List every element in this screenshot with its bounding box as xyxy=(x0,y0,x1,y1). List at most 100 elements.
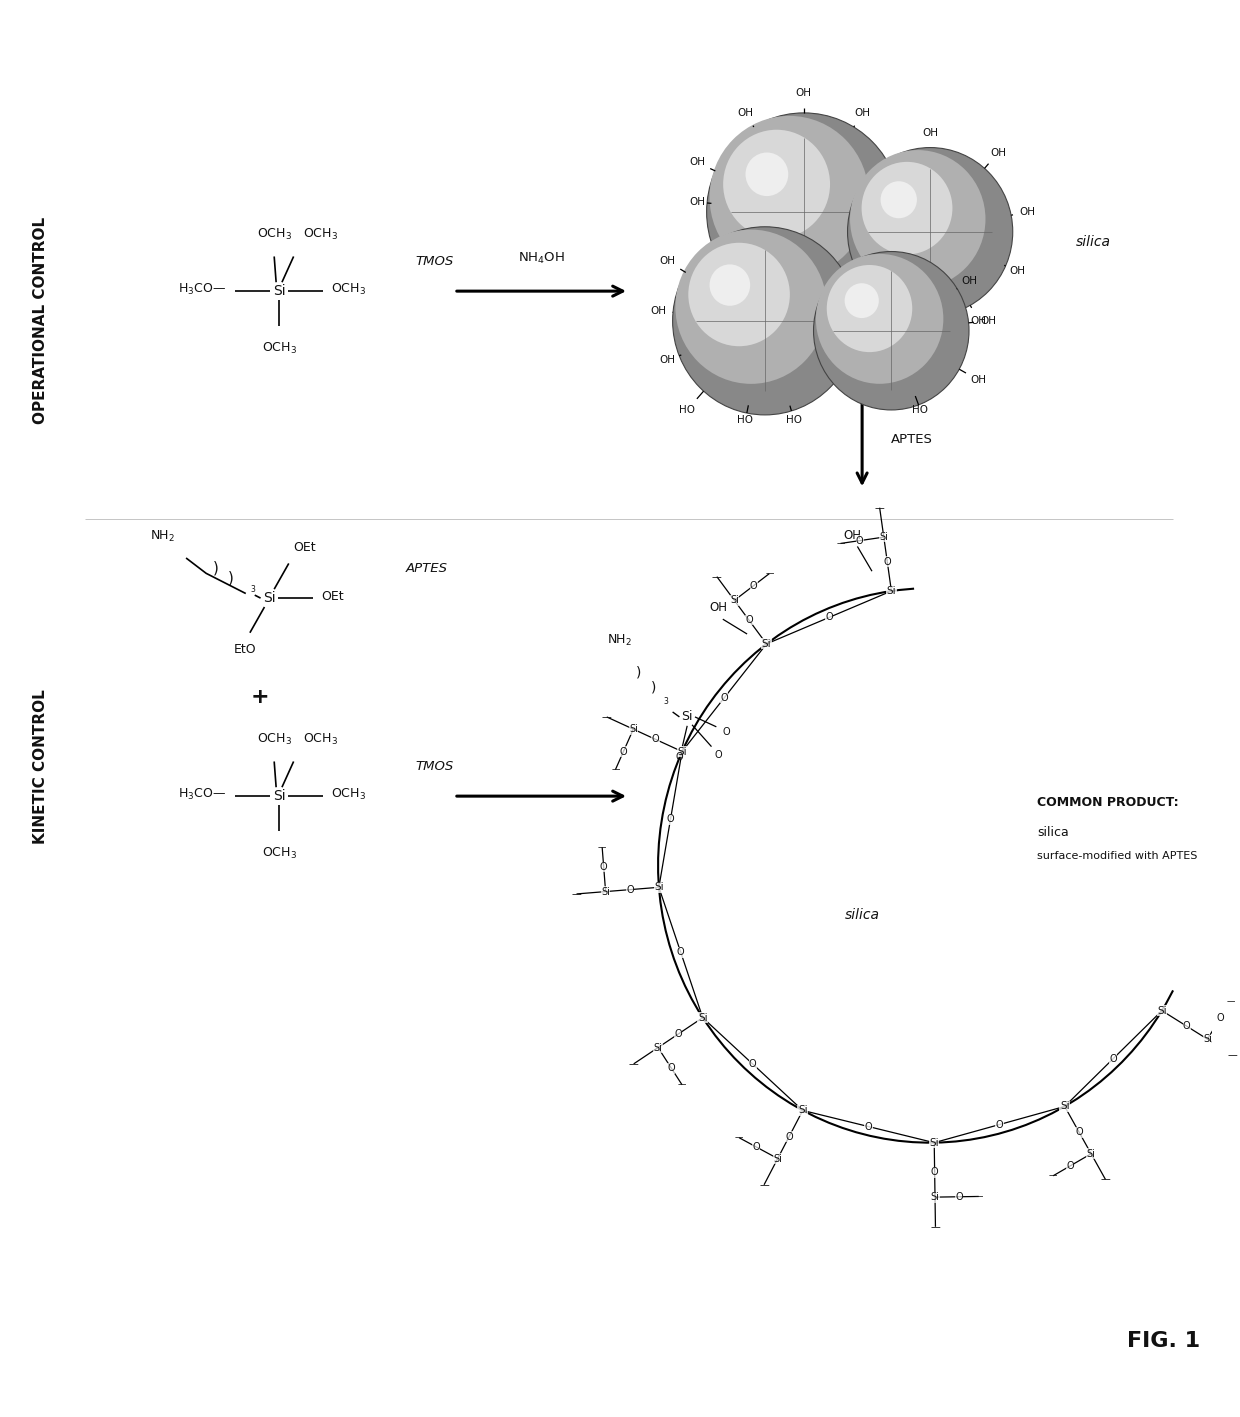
Text: Si: Si xyxy=(263,591,275,605)
Text: —: — xyxy=(1226,996,1235,1006)
Text: Si: Si xyxy=(1203,1034,1211,1044)
Text: —: — xyxy=(975,1192,983,1202)
Text: $_3$: $_3$ xyxy=(250,584,257,597)
Circle shape xyxy=(745,153,789,196)
Text: H$_3$CO—: H$_3$CO— xyxy=(177,786,226,802)
Text: Si: Si xyxy=(930,1138,939,1148)
Text: NH$_4$OH: NH$_4$OH xyxy=(518,251,565,266)
Text: O: O xyxy=(676,751,683,761)
Text: Si: Si xyxy=(761,639,771,649)
Text: O: O xyxy=(600,862,608,871)
Text: OCH$_3$: OCH$_3$ xyxy=(262,340,296,356)
Text: O: O xyxy=(996,1119,1003,1129)
Circle shape xyxy=(672,227,857,415)
Text: Si: Si xyxy=(1157,1006,1167,1016)
Text: OH: OH xyxy=(971,316,987,326)
Circle shape xyxy=(709,265,750,306)
Text: OH: OH xyxy=(709,601,727,614)
Text: —: — xyxy=(598,843,606,852)
Text: —: — xyxy=(735,1134,743,1142)
Text: NH$_2$: NH$_2$ xyxy=(150,529,175,544)
Text: Si: Si xyxy=(930,1192,940,1202)
Text: O: O xyxy=(883,557,892,567)
Text: OH: OH xyxy=(991,147,1006,157)
Text: TMOS: TMOS xyxy=(415,760,454,772)
Text: FIG. 1: FIG. 1 xyxy=(1127,1331,1200,1350)
Text: O: O xyxy=(956,1192,963,1202)
Text: —: — xyxy=(765,570,774,578)
Text: H$_3$CO—: H$_3$CO— xyxy=(177,282,226,296)
Text: Si: Si xyxy=(1086,1149,1096,1159)
Text: ): ) xyxy=(636,666,641,679)
Text: O: O xyxy=(1075,1128,1083,1138)
Text: O: O xyxy=(856,536,863,546)
Text: O: O xyxy=(785,1132,792,1142)
Text: OCH$_3$: OCH$_3$ xyxy=(257,227,291,242)
Text: Si: Si xyxy=(774,1153,782,1163)
Circle shape xyxy=(723,130,830,238)
Text: —: — xyxy=(1049,1172,1058,1180)
Text: HO: HO xyxy=(913,405,929,415)
Text: silica: silica xyxy=(844,908,879,922)
Text: OCH$_3$: OCH$_3$ xyxy=(331,786,366,802)
Text: OH: OH xyxy=(981,316,997,326)
Text: ): ) xyxy=(651,680,656,694)
Circle shape xyxy=(676,230,827,384)
Text: Si: Si xyxy=(273,789,285,803)
Text: Si: Si xyxy=(797,1105,807,1115)
Text: —: — xyxy=(1228,1050,1238,1060)
Text: Si: Si xyxy=(601,887,610,897)
Circle shape xyxy=(862,162,952,255)
Text: O: O xyxy=(675,1029,682,1039)
Text: Si: Si xyxy=(653,883,663,893)
Circle shape xyxy=(847,147,1013,316)
Text: —: — xyxy=(629,1058,639,1068)
Circle shape xyxy=(707,113,901,310)
Circle shape xyxy=(880,181,916,218)
Text: OPERATIONAL CONTROL: OPERATIONAL CONTROL xyxy=(33,217,48,425)
Text: APTES: APTES xyxy=(405,563,448,575)
Text: HO: HO xyxy=(738,415,754,425)
Text: KINETIC CONTROL: KINETIC CONTROL xyxy=(33,689,48,843)
Text: O: O xyxy=(1216,1013,1224,1023)
Text: Si: Si xyxy=(653,1043,662,1053)
Text: APTES: APTES xyxy=(892,434,934,446)
Text: O: O xyxy=(825,612,833,622)
Text: Si: Si xyxy=(682,710,693,724)
Text: HO: HO xyxy=(680,405,696,415)
Text: O: O xyxy=(745,615,753,625)
Text: OCH$_3$: OCH$_3$ xyxy=(262,846,296,860)
Text: OH: OH xyxy=(971,376,987,385)
Text: —: — xyxy=(1101,1175,1110,1185)
Text: O: O xyxy=(864,1121,872,1132)
Text: —: — xyxy=(836,538,844,548)
Text: OH: OH xyxy=(650,306,666,316)
Text: Si: Si xyxy=(629,724,637,734)
Text: Si: Si xyxy=(698,1013,708,1023)
Text: Si: Si xyxy=(730,595,739,605)
Text: O: O xyxy=(1066,1161,1074,1170)
Text: OEt: OEt xyxy=(321,589,343,602)
Text: COMMON PRODUCT:: COMMON PRODUCT: xyxy=(1037,796,1179,809)
Text: —: — xyxy=(572,888,582,898)
Text: Si: Si xyxy=(677,747,687,757)
Text: OCH$_3$: OCH$_3$ xyxy=(331,282,366,296)
Text: OCH$_3$: OCH$_3$ xyxy=(304,731,339,747)
Text: Si: Si xyxy=(1060,1101,1070,1111)
Text: O: O xyxy=(750,581,758,591)
Text: ): ) xyxy=(213,561,218,575)
Text: EtO: EtO xyxy=(233,643,257,656)
Text: OH: OH xyxy=(843,529,862,541)
Text: —: — xyxy=(601,711,611,721)
Text: OH: OH xyxy=(738,108,754,118)
Text: —: — xyxy=(611,765,620,774)
Text: O: O xyxy=(722,727,730,737)
Text: O: O xyxy=(626,884,634,894)
Circle shape xyxy=(816,254,944,384)
Text: NH$_2$: NH$_2$ xyxy=(606,632,631,648)
Text: O: O xyxy=(1183,1022,1190,1032)
Text: OH: OH xyxy=(1019,207,1035,217)
Text: O: O xyxy=(1110,1054,1117,1064)
Text: silica: silica xyxy=(1076,235,1111,248)
Text: O: O xyxy=(753,1142,760,1152)
